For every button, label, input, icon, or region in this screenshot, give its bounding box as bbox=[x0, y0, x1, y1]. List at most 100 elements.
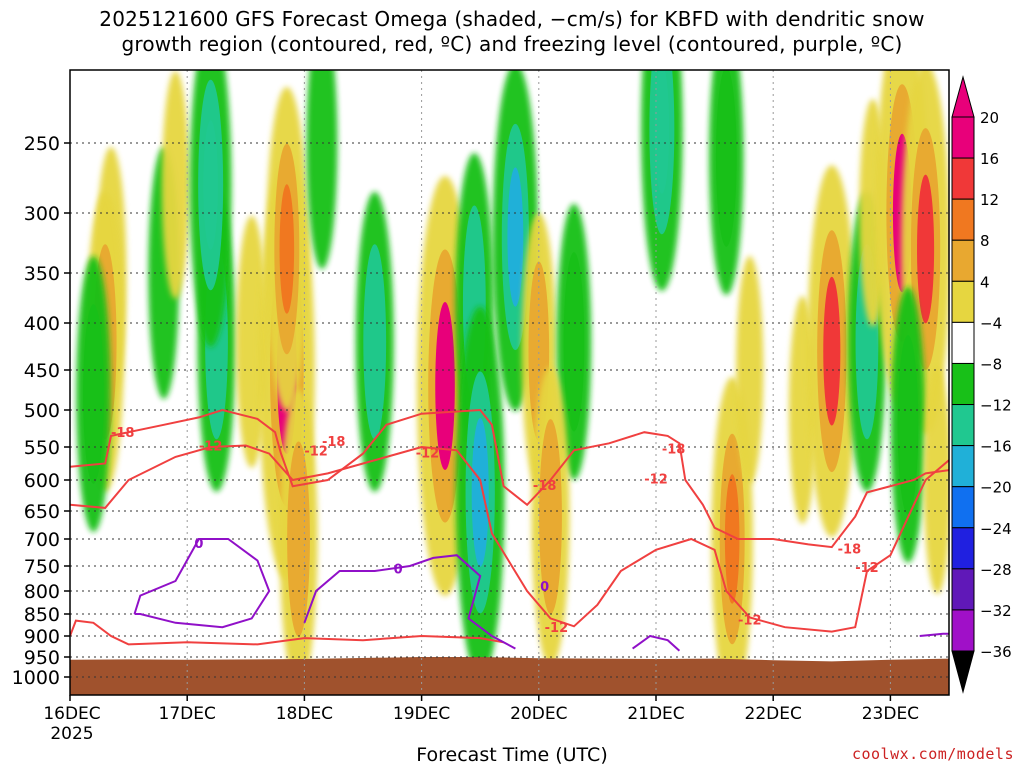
colorbar-segment bbox=[951, 404, 975, 447]
contour-label: -18 bbox=[322, 435, 346, 450]
y-tick-label: 300 bbox=[24, 203, 60, 225]
omega-cell bbox=[471, 418, 489, 567]
x-tick-label: 22DEC bbox=[745, 704, 802, 724]
y-tick-label: 800 bbox=[24, 581, 60, 603]
colorbar-segment bbox=[951, 362, 975, 406]
omega-cell bbox=[716, 70, 737, 247]
colorbar-label: −4 bbox=[980, 314, 1002, 332]
contour-label: -18 bbox=[662, 442, 686, 457]
contour-label: -18 bbox=[533, 479, 557, 494]
contour-label: -12 bbox=[738, 613, 762, 628]
omega-cell bbox=[279, 184, 295, 314]
contour-label: 0 bbox=[394, 563, 403, 578]
chart-title-line2: growth region (contoured, red, ºC) and f… bbox=[121, 32, 903, 56]
colorbar-top-arrow bbox=[951, 75, 975, 118]
omega-cell bbox=[539, 419, 562, 615]
colorbar-segment bbox=[951, 486, 975, 529]
omega-cell bbox=[823, 276, 841, 426]
contour-label: -12 bbox=[644, 473, 668, 488]
omega-cell bbox=[724, 474, 740, 604]
x-tick-label: 17DEC bbox=[159, 704, 216, 724]
chart-title-line1: 2025121600 GFS Forecast Omega (shaded, −… bbox=[99, 7, 925, 31]
colorbar-label: −32 bbox=[980, 602, 1012, 620]
dendritic-contour-minus18 bbox=[70, 408, 949, 549]
colorbar-label: 12 bbox=[980, 191, 999, 209]
omega-cell bbox=[923, 366, 949, 594]
freezing-contour-0c bbox=[632, 634, 681, 652]
contour-label: -12 bbox=[199, 440, 223, 455]
colorbar-label: −36 bbox=[980, 643, 1012, 661]
grid-lines bbox=[70, 70, 949, 695]
omega-cell bbox=[897, 335, 919, 515]
y-tick-label: 600 bbox=[24, 470, 60, 492]
colorbar-segment bbox=[951, 239, 975, 282]
x-tick-label: 20DEC bbox=[510, 704, 567, 724]
colorbar-segment bbox=[951, 568, 975, 611]
colorbar-label: 8 bbox=[980, 232, 990, 250]
omega-cell bbox=[654, 70, 670, 194]
freezing-contour-0b bbox=[303, 554, 516, 650]
x-tick-label: 19DEC bbox=[393, 704, 450, 724]
y-tick-label: 950 bbox=[24, 647, 60, 669]
colorbar-segment bbox=[951, 116, 975, 159]
colorbar-label: −20 bbox=[980, 479, 1012, 497]
y-tick-label: 250 bbox=[24, 133, 60, 155]
contour-label: 0 bbox=[540, 580, 549, 595]
y-tick-label: 700 bbox=[24, 529, 60, 551]
colorbar-segment bbox=[951, 321, 975, 364]
contour-label: -12 bbox=[416, 446, 440, 461]
y-tick-label: 900 bbox=[24, 626, 60, 648]
y-tick-label: 650 bbox=[24, 501, 60, 523]
omega-cell bbox=[363, 244, 387, 440]
y-tick-label: 500 bbox=[24, 400, 60, 422]
y-tick-label: 550 bbox=[24, 437, 60, 459]
colorbar-label: 16 bbox=[980, 150, 999, 168]
colorbar-segment bbox=[951, 198, 975, 241]
plot-frame bbox=[69, 69, 950, 696]
colorbar-label: 4 bbox=[980, 273, 990, 291]
y-tick-label: 750 bbox=[24, 556, 60, 578]
dendritic-contour-minus12 bbox=[70, 444, 949, 633]
omega-cell bbox=[507, 167, 524, 307]
omega-cell bbox=[917, 174, 935, 324]
contour-label: 0 bbox=[194, 537, 203, 552]
credit-text: coolwx.com/models bbox=[851, 745, 1014, 763]
omega-cell bbox=[306, 70, 338, 269]
freezing-contour-0d bbox=[919, 632, 949, 637]
y-tick-label: 350 bbox=[24, 263, 60, 285]
omega-cell bbox=[563, 252, 585, 432]
omega-cell bbox=[83, 304, 104, 484]
colorbar-segment bbox=[951, 280, 975, 323]
contour-lines bbox=[70, 408, 949, 652]
dendritic-contour-lower bbox=[70, 619, 504, 646]
x-axis: 16DEC 17DEC 18DEC 19DEC 20DEC 21DEC 22DEC 23DEC… bbox=[43, 695, 919, 744]
x-tick-label: 18DEC bbox=[276, 704, 333, 724]
colorbar-label: −8 bbox=[980, 355, 1002, 373]
x-tick-label: 16DEC bbox=[43, 704, 100, 724]
colorbar-label: −24 bbox=[980, 520, 1012, 538]
y-axis: 2503003504004505005506006507007508008509… bbox=[12, 133, 70, 689]
colorbar-label: −12 bbox=[980, 397, 1012, 415]
omega-cell bbox=[435, 302, 455, 470]
omega-cell bbox=[203, 120, 218, 250]
contour-label: -18 bbox=[111, 426, 135, 441]
terrain-fill bbox=[70, 657, 949, 695]
x-tick-year: 2025 bbox=[50, 724, 93, 744]
omega-cell bbox=[161, 71, 190, 299]
colorbar-segment bbox=[951, 609, 975, 652]
colorbar-label: −28 bbox=[980, 561, 1012, 579]
colorbar-bottom-arrow bbox=[951, 650, 975, 694]
contour-label: -12 bbox=[304, 444, 328, 459]
y-tick-label: 1000 bbox=[12, 667, 60, 689]
y-tick-label: 450 bbox=[24, 360, 60, 382]
colorbar-segment bbox=[951, 445, 975, 488]
y-tick-label: 400 bbox=[24, 313, 60, 335]
contour-label: -18 bbox=[838, 543, 862, 558]
terrain bbox=[70, 657, 949, 695]
y-tick-label: 850 bbox=[24, 604, 60, 626]
colorbar-segment bbox=[951, 527, 975, 570]
colorbar-label: 20 bbox=[980, 109, 999, 127]
colorbar: 20 16 12 8 4 −4 −8 −12 −16 −20 −24 −28 −32 −36 bbox=[951, 75, 1012, 694]
